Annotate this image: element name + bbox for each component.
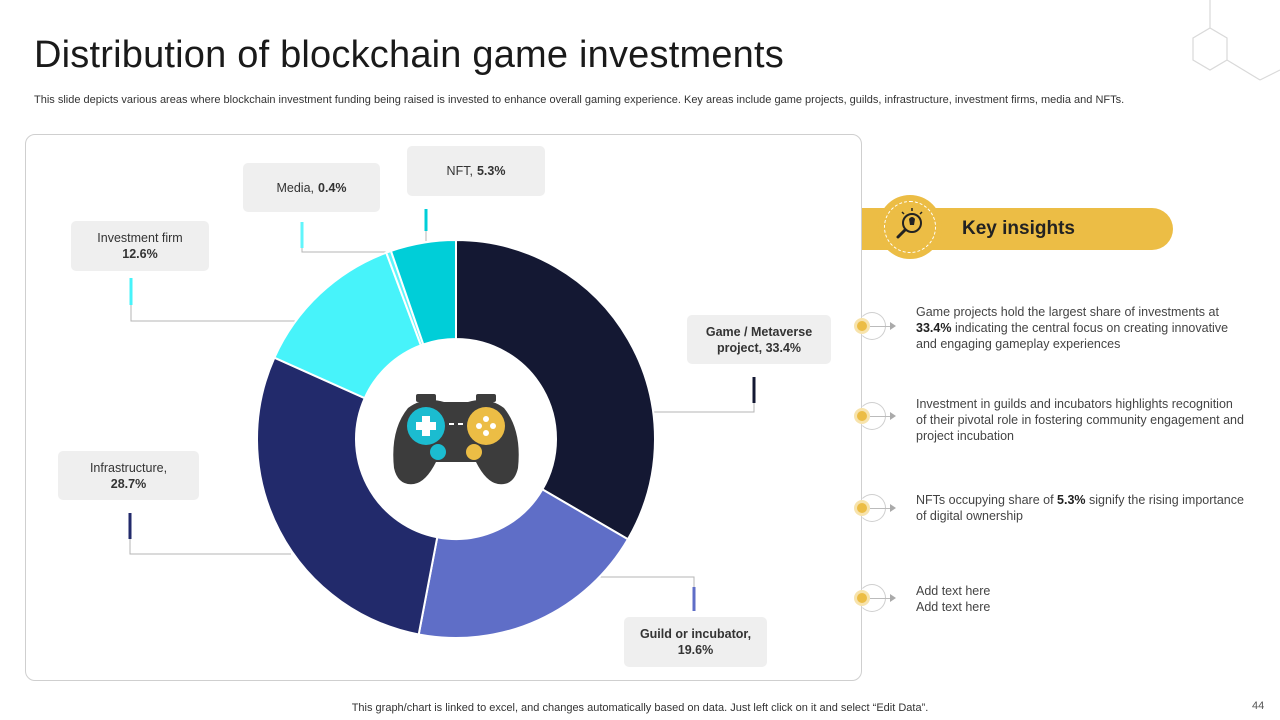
callout-nft-label: NFT, bbox=[446, 164, 473, 178]
leader-line bbox=[596, 576, 695, 611]
slide-title: Distribution of blockchain game investme… bbox=[34, 34, 784, 76]
callout-guild-value: 19.6% bbox=[677, 643, 714, 657]
callout-investment-firm: Investment firm 12.6% bbox=[71, 221, 209, 271]
callout-guild-incubator: Guild or incubator, 19.6% bbox=[624, 617, 767, 667]
callout-infrastructure-label: Infrastructure, bbox=[89, 460, 168, 475]
lightbulb-magnifier-icon bbox=[896, 208, 923, 239]
footer-note: This graph/chart is linked to excel, and… bbox=[351, 702, 929, 714]
callout-infrastructure: Infrastructure, 28.7% bbox=[58, 451, 199, 500]
callout-media: Media, 0.4% bbox=[243, 163, 380, 212]
donut-chart[interactable] bbox=[26, 135, 863, 682]
key-insights-label: Key insights bbox=[962, 218, 1075, 239]
callout-tick-marks bbox=[128, 209, 756, 611]
leader-line bbox=[301, 248, 388, 253]
insight-text: Game projects hold the largest share of … bbox=[916, 305, 1229, 351]
insight-text-placeholder[interactable]: Add text here Add text here bbox=[916, 584, 991, 614]
callout-game-metaverse-label: Game / Metaverse bbox=[705, 324, 813, 339]
callout-game-metaverse-value: project, 33.4% bbox=[716, 340, 802, 355]
leader-line bbox=[129, 539, 291, 555]
callout-infrastructure-value: 28.7% bbox=[110, 476, 147, 491]
gamepad-icon bbox=[393, 394, 519, 485]
insight-text: Investment in guilds and incubators high… bbox=[916, 397, 1244, 443]
hexagon-decoration-icon bbox=[1192, 0, 1280, 81]
callout-nft-value: 5.3% bbox=[476, 164, 506, 178]
callout-nft: NFT, 5.3% bbox=[407, 146, 545, 196]
callout-media-label: Media, bbox=[276, 180, 315, 195]
insight-text: NFTs occupying share of 5.3% signify the… bbox=[916, 493, 1244, 523]
callout-investment-firm-label: Investment firm bbox=[97, 231, 183, 245]
callout-game-metaverse: Game / Metaverse project, 33.4% bbox=[687, 315, 831, 364]
callout-guild-label: Guild or incubator, bbox=[639, 627, 752, 641]
slide-subtitle: This slide depicts various areas where b… bbox=[34, 94, 1125, 106]
callout-investment-firm-value: 12.6% bbox=[122, 247, 158, 261]
chart-panel[interactable]: Game / Metaverse project, 33.4% Guild or… bbox=[25, 134, 862, 681]
key-insights-badge bbox=[878, 195, 942, 259]
leader-line bbox=[130, 305, 296, 322]
page-number: 44 bbox=[1252, 700, 1265, 712]
callout-media-value: 0.4% bbox=[318, 180, 347, 195]
leader-line bbox=[651, 403, 755, 413]
callout-leader-lines bbox=[129, 231, 755, 611]
